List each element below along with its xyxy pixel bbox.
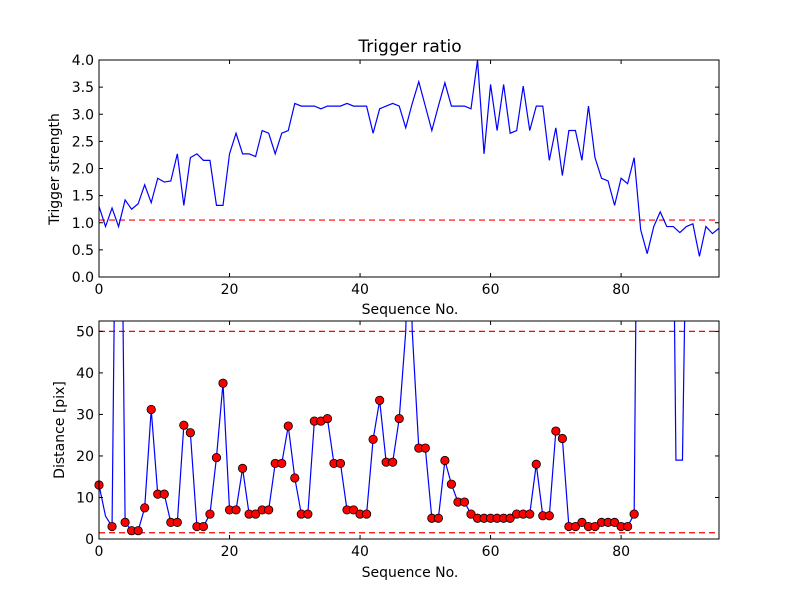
y-tick-label: 30 <box>76 407 94 423</box>
data-point <box>303 509 313 519</box>
data-point <box>623 521 633 532</box>
y-axis-label: Distance [pix] <box>52 381 68 479</box>
y-tick-label: 20 <box>76 449 94 465</box>
data-point <box>231 505 241 515</box>
x-tick-label: 40 <box>351 544 369 560</box>
y-tick-label: 50 <box>76 324 94 340</box>
series-line <box>99 321 686 532</box>
data-point <box>185 428 195 438</box>
x-tick-label: 0 <box>95 544 104 560</box>
x-tick-label: 40 <box>351 282 369 298</box>
data-point <box>264 505 274 515</box>
data-point <box>440 455 450 466</box>
x-tick-label: 0 <box>95 282 104 298</box>
series-line <box>99 60 719 257</box>
x-axis-label: Sequence No. <box>362 302 459 318</box>
data-point <box>420 443 430 453</box>
data-point <box>459 497 470 507</box>
data-point <box>629 509 639 519</box>
data-point <box>433 513 443 523</box>
y-tick-label: 0.5 <box>72 243 94 259</box>
y-tick-label: 0.0 <box>72 270 94 286</box>
data-point <box>505 513 515 523</box>
x-axis-label: Sequence No. <box>362 565 459 581</box>
x-tick-label: 20 <box>221 544 239 560</box>
x-tick-label: 80 <box>612 282 630 298</box>
trigger-ratio-chart: Trigger ratio Sequence No. Trigger stren… <box>47 37 720 318</box>
data-point <box>283 421 293 431</box>
data-point <box>107 521 117 532</box>
data-point <box>237 463 248 474</box>
data-point <box>133 526 143 536</box>
data-point <box>172 517 182 527</box>
data-point <box>179 420 189 430</box>
data-point <box>290 473 300 483</box>
data-point <box>335 458 346 469</box>
x-tick-label: 60 <box>482 282 500 298</box>
y-tick-label: 2.0 <box>72 162 94 178</box>
x-tick-label: 20 <box>221 282 239 298</box>
data-point <box>570 521 581 532</box>
chart-title: Trigger ratio <box>357 37 461 57</box>
y-tick-label: 10 <box>76 490 94 506</box>
data-point <box>198 521 209 532</box>
data-point <box>466 509 476 519</box>
y-tick-label: 0 <box>85 532 94 548</box>
data-point <box>551 426 561 436</box>
distance-chart: Sequence No. Distance [pix] 0 20 40 60 80 0 10… <box>52 320 720 581</box>
plot-frame <box>98 59 720 278</box>
data-point <box>375 395 385 405</box>
data-point <box>251 509 261 519</box>
data-point <box>531 459 541 469</box>
data-point <box>218 378 228 388</box>
y-tick-label: 2.5 <box>72 134 94 150</box>
data-point <box>388 457 398 467</box>
data-point <box>368 434 378 444</box>
data-point <box>205 509 215 519</box>
data-point <box>577 517 587 527</box>
data-point <box>394 413 404 424</box>
y-tick-label: 4.0 <box>72 53 94 69</box>
data-point <box>525 509 535 519</box>
data-point <box>159 489 169 499</box>
data-point <box>361 509 372 519</box>
y-axis-label: Trigger strength <box>47 113 63 226</box>
data-point <box>609 517 620 527</box>
data-point <box>348 505 359 515</box>
data-point <box>322 413 333 424</box>
plot-frame <box>98 320 720 540</box>
data-point <box>120 517 130 527</box>
y-tick-label: 40 <box>76 366 94 382</box>
data-point <box>446 479 457 489</box>
data-point <box>146 404 156 415</box>
data-point <box>211 453 222 463</box>
x-tick-label: 60 <box>482 544 500 560</box>
data-point <box>557 433 567 444</box>
y-tick-label: 3.0 <box>72 107 94 123</box>
x-tick-label: 80 <box>612 544 630 560</box>
y-tick-label: 3.5 <box>72 80 94 96</box>
y-tick-label: 1.0 <box>72 216 94 232</box>
data-point <box>544 511 554 521</box>
data-point <box>140 503 150 513</box>
y-tick-label: 1.5 <box>72 189 94 205</box>
data-point <box>277 458 287 469</box>
data-point <box>590 521 600 532</box>
